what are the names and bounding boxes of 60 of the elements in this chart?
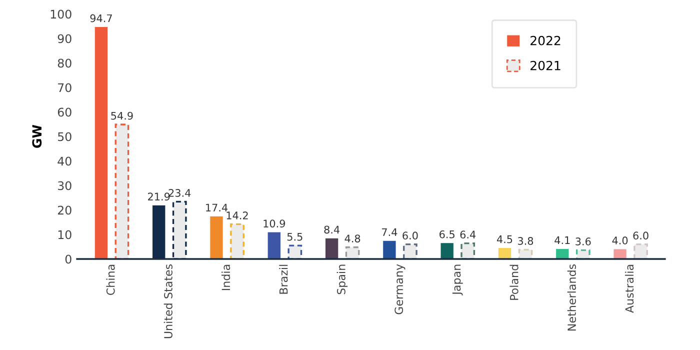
data-label: 7.4: [382, 228, 398, 236]
y-tick-label: 100: [50, 10, 72, 19]
data-label: 21.9: [148, 192, 170, 201]
bar: [230, 223, 244, 259]
x-tick-label: Poland: [510, 264, 518, 300]
y-tick-label: 90: [58, 34, 72, 44]
bar: [634, 243, 648, 259]
data-label: 4.5: [496, 235, 512, 244]
y-tick-label: 80: [58, 58, 72, 68]
y-tick-label: 20: [58, 206, 72, 215]
legend-label: 2022: [530, 36, 560, 46]
data-label: 6.5: [440, 230, 454, 238]
x-tick-label: India: [222, 264, 230, 290]
bar: [576, 249, 590, 259]
data-label: 54.9: [111, 112, 133, 120]
bar: [403, 243, 418, 259]
y-tick-label: 10: [58, 230, 72, 240]
bar: [268, 232, 280, 259]
bar: [460, 242, 476, 259]
x-tick-label: China: [106, 264, 115, 295]
legend-label: 2021: [530, 60, 560, 70]
x-tick-label: Netherlands: [567, 264, 576, 330]
bar: [345, 246, 360, 259]
bar: [325, 238, 338, 259]
x-tick-label: Spain: [336, 264, 348, 294]
data-label: 10.9: [264, 220, 286, 228]
y-tick-label: 50: [58, 132, 72, 142]
x-tick-label: Germany: [394, 264, 406, 314]
x-tick-label: Brazil: [279, 264, 288, 294]
y-tick-label: 70: [58, 83, 72, 92]
data-label: 6.0: [402, 232, 418, 240]
data-label: 4.0: [612, 236, 628, 244]
bar: [210, 216, 223, 259]
data-label: 6.0: [633, 232, 648, 240]
x-tick-label: Australia: [625, 264, 634, 313]
bar: [94, 26, 108, 259]
data-label: 23.4: [168, 188, 191, 197]
bar: [518, 248, 533, 259]
data-label: 4.1: [554, 236, 570, 244]
bar: [114, 124, 130, 259]
bar: [614, 249, 626, 259]
data-label: 94.7: [90, 14, 112, 22]
y-axis-title: GW: [32, 124, 42, 148]
data-label: 8.4: [324, 226, 340, 234]
bar: [288, 244, 302, 259]
data-label: 3.6: [576, 238, 591, 246]
data-label: 4.8: [344, 234, 360, 242]
data-label: 3.8: [518, 237, 534, 245]
x-tick-label: United States: [164, 264, 172, 338]
y-tick-label: 30: [58, 181, 72, 190]
y-tick-label: 60: [58, 108, 72, 117]
bar: [440, 243, 454, 259]
data-label: 5.5: [287, 232, 302, 241]
data-label: 6.4: [460, 230, 476, 239]
y-tick-label: 40: [58, 156, 72, 166]
data-label: 17.4: [206, 204, 228, 212]
bar: [383, 240, 396, 259]
data-label: 14.2: [226, 212, 248, 220]
x-tick-label: Japan: [452, 264, 463, 296]
y-tick-label: 0: [65, 254, 72, 264]
